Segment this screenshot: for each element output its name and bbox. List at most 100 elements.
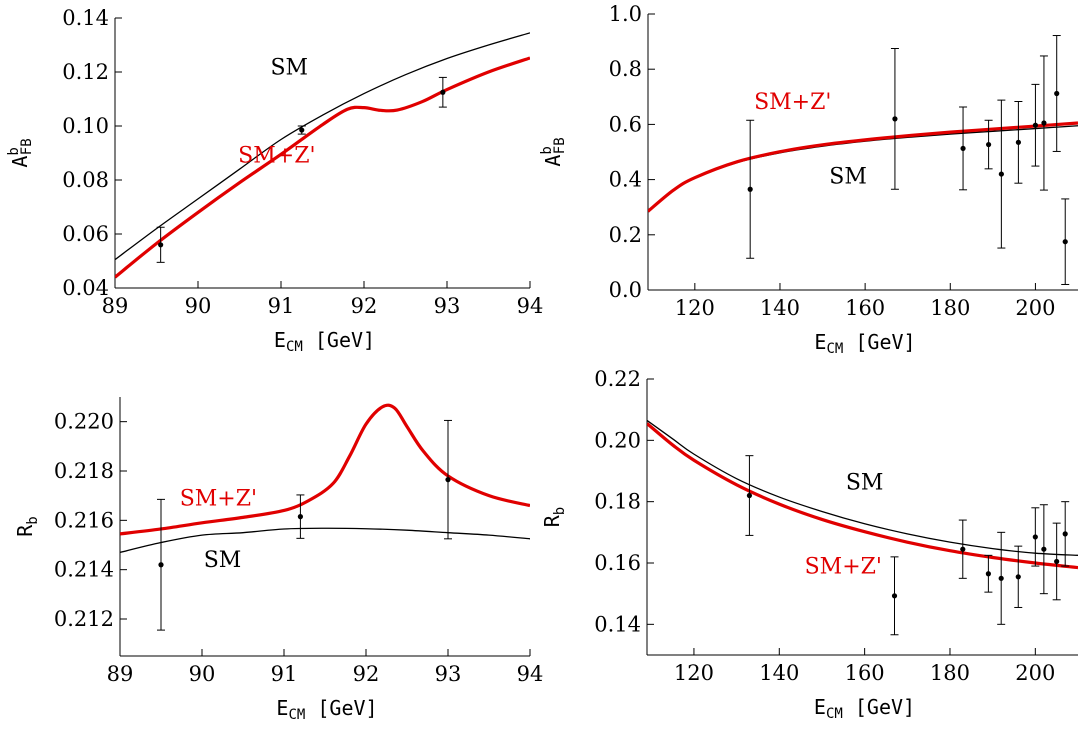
data-marker xyxy=(297,514,303,520)
data-point xyxy=(745,455,754,536)
x-tick-label: 93 xyxy=(434,294,461,318)
plot-area xyxy=(648,121,1078,213)
y-axis-label: Rb xyxy=(13,516,41,536)
data-marker xyxy=(445,477,451,483)
series-line-sm-zprime xyxy=(120,403,530,536)
plot-area xyxy=(115,32,530,279)
data-point xyxy=(746,119,755,259)
data-point xyxy=(1052,522,1061,601)
data-point xyxy=(984,119,993,170)
data-point xyxy=(1052,35,1061,152)
x-tick-label: 92 xyxy=(353,662,380,686)
chart-panel-p3: 89 90 91 92 93 94 0.212 0.214 0.216 0.218 0.220 ECM… xyxy=(13,397,543,723)
x-tick-label: 93 xyxy=(435,662,462,686)
y-tick-label: 0.220 xyxy=(54,410,114,434)
data-point xyxy=(444,419,452,540)
x-tick-label: 89 xyxy=(107,662,134,686)
data-marker xyxy=(746,492,753,499)
data-marker xyxy=(1062,531,1068,537)
data-marker xyxy=(1015,139,1021,145)
x-axis-label: ECM [GeV] xyxy=(814,330,915,357)
data-marker xyxy=(158,562,164,568)
data-marker xyxy=(985,141,992,148)
y-tick-label: 0.14 xyxy=(62,6,109,30)
data-point xyxy=(1031,83,1040,167)
y-tick-label: 0.18 xyxy=(594,490,641,514)
data-marker xyxy=(1032,122,1039,128)
series-annotation: SM+Z' xyxy=(238,143,315,168)
y-tick-label: 0.04 xyxy=(62,276,109,300)
x-tick-label: 160 xyxy=(845,661,885,685)
x-axis-label: ECM [GeV] xyxy=(814,695,915,722)
series-annotation: SM+Z' xyxy=(754,90,831,115)
y-tick-label: 0.216 xyxy=(54,508,114,532)
data-marker xyxy=(892,116,898,122)
data-point xyxy=(1031,507,1040,567)
x-tick-label: 90 xyxy=(185,294,212,318)
data-point xyxy=(1039,55,1048,191)
data-marker xyxy=(158,242,164,248)
chart-panel-p1: 89 90 91 92 93 94 0.04 0.06 0.08 0.10 0.12 0.14 ECM … xyxy=(6,6,543,355)
x-tick-label: 120 xyxy=(674,661,714,685)
data-marker xyxy=(1054,558,1060,565)
series-line-sm-zprime xyxy=(647,422,1078,570)
y-tick-label: 0.8 xyxy=(609,57,642,81)
data-point xyxy=(1061,198,1070,285)
x-tick-label: 180 xyxy=(930,296,970,320)
x-tick-label: 160 xyxy=(845,296,885,320)
y-tick-label: 0.6 xyxy=(609,112,642,136)
x-tick-label: 94 xyxy=(517,662,544,686)
data-marker xyxy=(1041,546,1047,552)
x-tick-label: 91 xyxy=(271,662,298,686)
data-marker xyxy=(1015,574,1021,580)
x-axis-label: ECM [GeV] xyxy=(274,328,375,355)
series-annotation: SM xyxy=(204,548,242,573)
data-point xyxy=(1061,501,1070,567)
y-tick-label: 0.14 xyxy=(594,612,641,636)
x-tick-label: 90 xyxy=(189,662,216,686)
y-tick-label: 0.10 xyxy=(62,114,109,138)
data-point xyxy=(157,498,165,631)
y-axis-label: AbFB xyxy=(6,138,35,167)
data-point xyxy=(156,226,165,263)
x-tick-label: 120 xyxy=(675,296,715,320)
series-line-sm xyxy=(647,419,1078,556)
y-tick-label: 0.08 xyxy=(62,168,109,192)
data-marker xyxy=(998,575,1004,581)
data-marker xyxy=(998,171,1004,177)
data-marker xyxy=(985,571,991,577)
data-point xyxy=(984,554,993,593)
series-line-sm-zprime xyxy=(115,56,530,279)
chart-panel-p2: 120 140 160 180 200 0.0 0.2 0.4 0.6 0.8 1.0 ECM [Ge… xyxy=(539,2,1078,357)
data-point xyxy=(1014,100,1023,184)
data-point xyxy=(1014,545,1023,608)
x-tick-label: 92 xyxy=(351,294,378,318)
y-tick-label: 0.218 xyxy=(54,459,114,483)
data-marker xyxy=(1054,90,1060,97)
y-tick-label: 0.0 xyxy=(609,278,642,302)
x-tick-label: 89 xyxy=(102,294,129,318)
series-annotation: SM xyxy=(270,56,308,81)
series-line-sm-zprime xyxy=(648,121,1078,213)
data-marker xyxy=(747,186,753,192)
data-point xyxy=(1039,504,1048,595)
series-annotation: SM+Z' xyxy=(805,555,882,580)
y-axis-label: AbFB xyxy=(539,137,568,166)
data-point xyxy=(297,125,306,135)
chart-panel-p4: 120 140 160 180 200 0.14 0.16 0.18 0.20 0.22 ECM [… xyxy=(540,367,1078,722)
data-marker xyxy=(1062,239,1068,245)
y-tick-label: 0.4 xyxy=(609,168,642,192)
series-annotation: SM+Z' xyxy=(180,487,257,512)
x-tick-label: 94 xyxy=(517,294,544,318)
series-annotation: SM xyxy=(829,165,867,190)
y-tick-label: 0.214 xyxy=(54,558,114,582)
data-point xyxy=(997,531,1006,625)
plot-area xyxy=(647,419,1078,570)
data-marker xyxy=(1032,534,1038,540)
x-tick-label: 91 xyxy=(268,294,295,318)
y-tick-label: 0.2 xyxy=(609,223,642,247)
plot-area xyxy=(120,403,530,554)
data-point xyxy=(890,556,899,636)
x-tick-label: 180 xyxy=(930,661,970,685)
